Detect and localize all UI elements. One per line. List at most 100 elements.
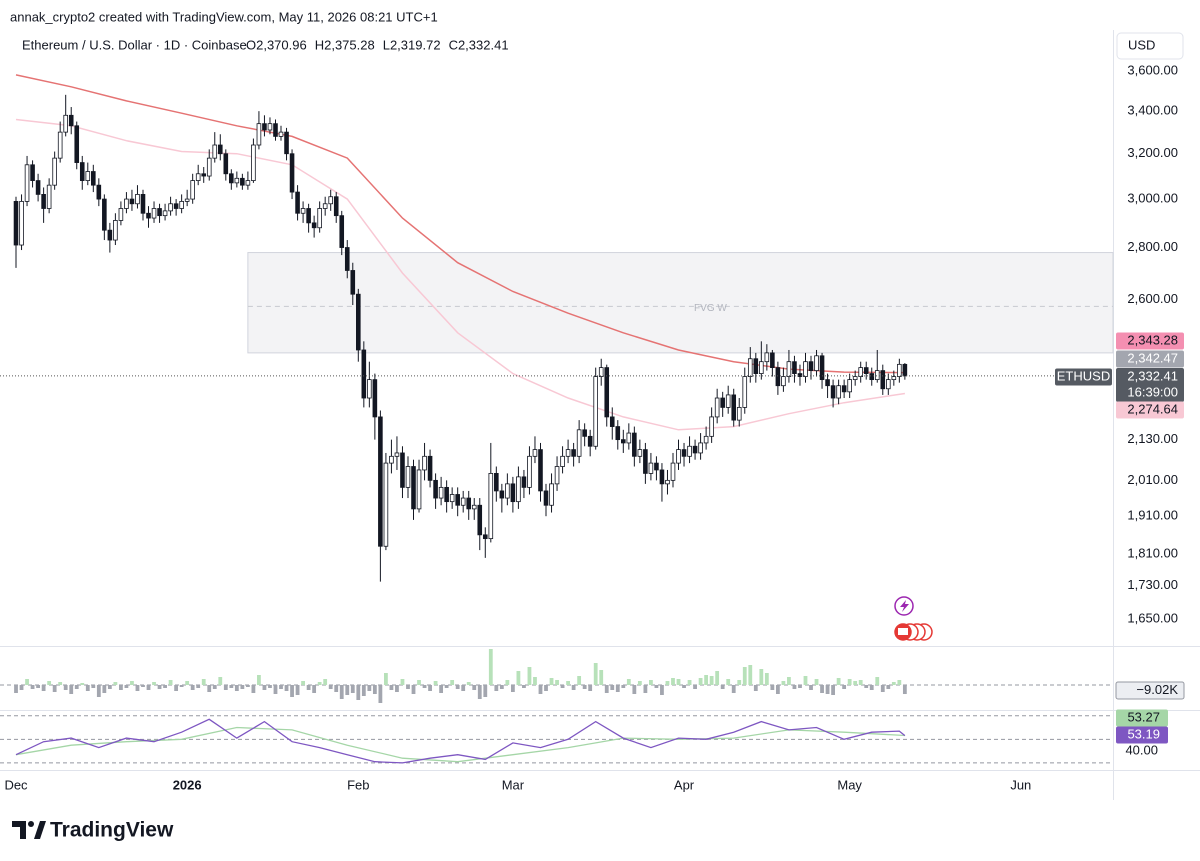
candle-body bbox=[665, 479, 670, 485]
candle-body bbox=[736, 407, 742, 421]
candle-body bbox=[273, 123, 278, 137]
hist-bar bbox=[792, 685, 797, 689]
candle-body bbox=[85, 171, 91, 181]
y-tick-label: 2,600.00 bbox=[1127, 291, 1178, 306]
candle-body bbox=[63, 114, 68, 133]
hist-bar bbox=[245, 685, 250, 687]
candle-body bbox=[554, 466, 560, 485]
candle-body bbox=[565, 449, 571, 457]
hist-bar bbox=[809, 685, 813, 690]
x-tick-label: 2026 bbox=[173, 777, 202, 792]
hist-bar bbox=[555, 680, 559, 685]
candle-body bbox=[416, 469, 422, 510]
candle-body bbox=[278, 131, 284, 137]
hist-bar bbox=[240, 685, 245, 689]
countdown: 16:39:00 bbox=[1127, 384, 1178, 399]
candle-body bbox=[317, 208, 322, 229]
hist-bar bbox=[406, 685, 410, 689]
candle-body bbox=[714, 397, 720, 418]
currency-box[interactable] bbox=[1116, 32, 1184, 60]
y-tick-label: 1,650.00 bbox=[1127, 610, 1178, 625]
hist-bar bbox=[676, 679, 681, 685]
candle-body bbox=[527, 455, 532, 488]
hist-bar bbox=[853, 681, 858, 685]
hist-bar bbox=[433, 681, 438, 685]
y-tick-label: 3,600.00 bbox=[1127, 62, 1178, 77]
hist-bar bbox=[781, 681, 786, 685]
hist-bar bbox=[185, 681, 190, 685]
candle-body bbox=[24, 164, 30, 202]
candle-body bbox=[808, 361, 814, 371]
candle-body bbox=[770, 352, 775, 369]
candle-body bbox=[626, 432, 632, 444]
candle-body bbox=[234, 177, 240, 184]
symbol-box bbox=[1055, 368, 1112, 386]
hist-bar bbox=[361, 685, 366, 696]
hist-bar bbox=[632, 685, 637, 694]
hist-bar bbox=[14, 685, 18, 693]
fvg-label: FVG W bbox=[694, 303, 727, 314]
candle-body bbox=[792, 361, 797, 374]
candle-body bbox=[223, 153, 229, 175]
hist-bar bbox=[257, 675, 261, 685]
hist-bar bbox=[858, 680, 863, 685]
hist-bar bbox=[582, 685, 587, 689]
indicator-label: 53.27 bbox=[1127, 709, 1160, 724]
candle-body bbox=[621, 439, 626, 444]
candle-body bbox=[455, 494, 460, 506]
candle-body bbox=[471, 504, 477, 510]
candle-body bbox=[494, 473, 499, 492]
candle-body bbox=[251, 144, 256, 181]
hist-bar bbox=[610, 685, 615, 690]
hist-bar bbox=[36, 685, 40, 688]
currency[interactable]: USD bbox=[1128, 37, 1155, 52]
candle-body bbox=[245, 180, 251, 186]
hist-bar bbox=[389, 685, 394, 690]
candle-body bbox=[162, 210, 168, 217]
candle-body bbox=[814, 355, 819, 371]
candle-body bbox=[742, 376, 748, 408]
candle-body bbox=[648, 462, 654, 474]
y-tick-label: 3,400.00 bbox=[1127, 103, 1178, 118]
hist-bar bbox=[715, 671, 720, 685]
event-icons[interactable] bbox=[894, 596, 933, 641]
hist-bar bbox=[218, 677, 223, 685]
candle-body bbox=[891, 376, 897, 381]
hist-bar bbox=[295, 685, 300, 695]
hist-bar bbox=[775, 685, 780, 694]
hist-bar bbox=[897, 680, 902, 685]
candle-body bbox=[289, 153, 295, 193]
hist-label-box bbox=[1115, 681, 1185, 700]
ohlc-value: C2,332.41 bbox=[449, 37, 509, 52]
hist-bar bbox=[488, 649, 493, 685]
hist-bar bbox=[356, 685, 361, 700]
hist-bar bbox=[621, 685, 626, 688]
price-label: 2,342.47 bbox=[1127, 350, 1178, 365]
hist-bar bbox=[25, 679, 29, 685]
candle-body bbox=[897, 363, 902, 377]
candle-body bbox=[747, 358, 753, 377]
hist-bar bbox=[831, 685, 835, 695]
candle-body bbox=[256, 123, 262, 146]
candle-body bbox=[830, 385, 836, 399]
chart-title: Ethereum / U.S. Dollar · 1D · Coinbase bbox=[22, 37, 247, 52]
candle-body bbox=[57, 131, 63, 159]
candle-body bbox=[576, 429, 582, 457]
candle-body bbox=[35, 180, 41, 195]
candle-body bbox=[46, 184, 52, 209]
candle-body bbox=[295, 191, 300, 214]
x-tick-label: Jun bbox=[1010, 777, 1031, 792]
hist-bar bbox=[604, 685, 609, 693]
logo: TradingView bbox=[12, 819, 174, 842]
candle-body bbox=[322, 203, 328, 209]
candle-body bbox=[880, 370, 886, 390]
hist-bar bbox=[30, 685, 35, 689]
y-tick-label: 1,810.00 bbox=[1127, 545, 1178, 560]
candle-body bbox=[725, 394, 731, 408]
candle-body bbox=[819, 355, 825, 381]
candle-body bbox=[157, 208, 162, 217]
candle-body bbox=[841, 385, 847, 393]
x-tick-label: Mar bbox=[502, 777, 525, 792]
candle-body bbox=[538, 449, 543, 492]
hist-bar bbox=[190, 685, 195, 690]
